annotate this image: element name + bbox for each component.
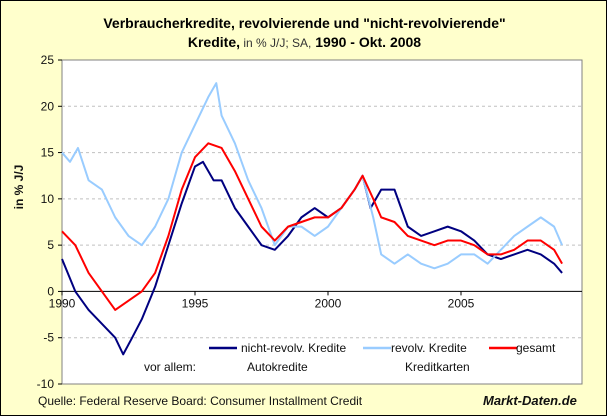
brand-logo: Markt-Daten.de xyxy=(483,393,577,408)
y-tick-label: 0 xyxy=(47,284,54,298)
title-thin: in % J/J; SA, xyxy=(240,36,312,50)
title-bold: Kredite, xyxy=(187,34,240,50)
series-line-0 xyxy=(61,160,563,356)
chart-title-line1: Verbraucherkredite, revolvierende und "n… xyxy=(103,15,506,31)
y-tick-label: 25 xyxy=(41,53,55,67)
y-tick-label: -10 xyxy=(37,377,55,391)
series-line-2 xyxy=(61,142,563,311)
y-tick-label: -5 xyxy=(43,331,54,345)
y-tick-label: 10 xyxy=(41,192,55,206)
y-axis-label: in % J/J xyxy=(12,165,26,210)
y-tick-label: 15 xyxy=(41,146,55,160)
x-tick-label: 2005 xyxy=(448,296,475,310)
y-tick-label: 20 xyxy=(41,99,55,113)
legend-label: gesamt xyxy=(516,341,556,355)
y-tick-label: 5 xyxy=(47,238,54,252)
legend-note: vor allem: xyxy=(144,360,196,374)
legend-sublabel: Kreditkarten xyxy=(405,360,470,374)
source-note: Quelle: Federal Reserve Board: Consumer … xyxy=(38,394,363,408)
x-tick-label: 1995 xyxy=(182,296,209,310)
title-range: 1990 - Okt. 2008 xyxy=(311,34,422,50)
chart-title-line2: Kredite, in % J/J; SA, 1990 - Okt. 2008 xyxy=(1,34,606,50)
legend-label: revolv. Kredite xyxy=(391,341,467,355)
legend-label: nicht-revolv. Kredite xyxy=(241,341,346,355)
x-tick-label: 2000 xyxy=(315,296,342,310)
series-line-1 xyxy=(61,82,563,270)
x-tick-label: 1990 xyxy=(49,296,76,310)
legend-sublabel: Autokredite xyxy=(247,360,308,374)
plot-area xyxy=(61,59,583,385)
